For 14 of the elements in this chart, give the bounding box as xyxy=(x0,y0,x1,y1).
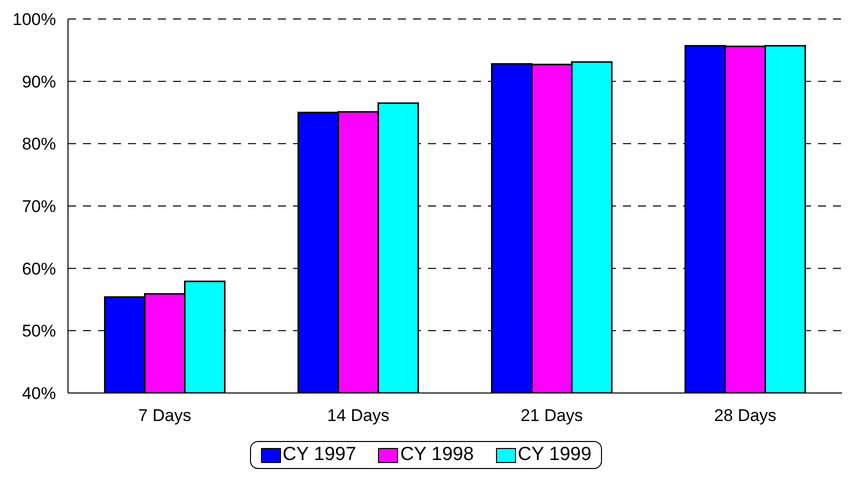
x-tick-label: 14 Days xyxy=(327,406,390,426)
x-tick-label: 21 Days xyxy=(520,406,583,426)
y-tick-label: 40% xyxy=(22,384,56,404)
legend-label: CY 1998 xyxy=(399,444,474,466)
x-tick-label: 7 Days xyxy=(138,406,192,426)
y-tick-label: 80% xyxy=(22,134,56,154)
y-tick-label: 100% xyxy=(12,10,56,30)
x-tick-label: 28 Days xyxy=(714,406,776,426)
legend-label: CY 1999 xyxy=(516,444,592,466)
y-tick-label: 90% xyxy=(22,72,56,92)
y-tick-label: 60% xyxy=(22,259,56,278)
y-tick-label: 50% xyxy=(22,322,56,341)
y-tick-label: 70% xyxy=(22,197,56,216)
legend-label: CY 1997 xyxy=(282,444,356,466)
